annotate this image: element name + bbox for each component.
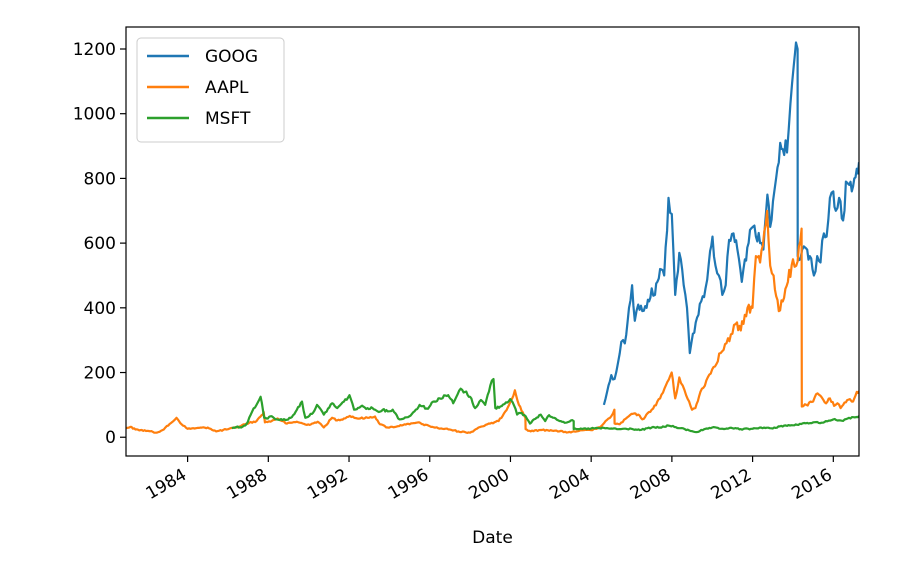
- plot-area-frame: [125, 26, 860, 457]
- y-tick-label: 600: [84, 234, 116, 254]
- x-tick-label: 1992: [304, 465, 351, 504]
- x-tick-label: 2000: [465, 465, 512, 504]
- x-tick-label: 2008: [627, 465, 674, 504]
- legend: GOOG AAPL MSFT: [136, 37, 285, 143]
- series-layer: [126, 41, 859, 434]
- y-tick-label: 400: [84, 299, 116, 319]
- y-axis: 0 200 400 600 800 1000 1200: [73, 40, 126, 448]
- x-axis: 1984 1988 1992 1996 2000 2004 2008 2012 2016: [143, 456, 836, 504]
- series-line-msft: [231, 377, 859, 434]
- y-tick-label: 1000: [73, 105, 116, 125]
- x-tick-label: 2004: [546, 465, 593, 504]
- legend-label-msft: MSFT: [205, 109, 251, 129]
- x-axis-label: Date: [472, 528, 513, 548]
- legend-label-goog: GOOG: [205, 47, 258, 67]
- series-line-goog: [602, 41, 859, 406]
- y-tick-label: 800: [84, 169, 116, 189]
- legend-box: [136, 37, 285, 143]
- x-tick-label: 2012: [708, 465, 755, 504]
- y-tick-label: 200: [84, 364, 116, 384]
- y-tick-label: 0: [105, 428, 116, 448]
- legend-label-aapl: AAPL: [205, 78, 249, 98]
- x-tick-label: 2016: [788, 465, 835, 504]
- y-tick-label: 1200: [73, 40, 116, 60]
- x-tick-label: 1996: [385, 465, 432, 504]
- x-tick-label: 1984: [143, 465, 190, 504]
- x-tick-label: 1988: [223, 465, 270, 504]
- series-line-aapl: [126, 209, 859, 434]
